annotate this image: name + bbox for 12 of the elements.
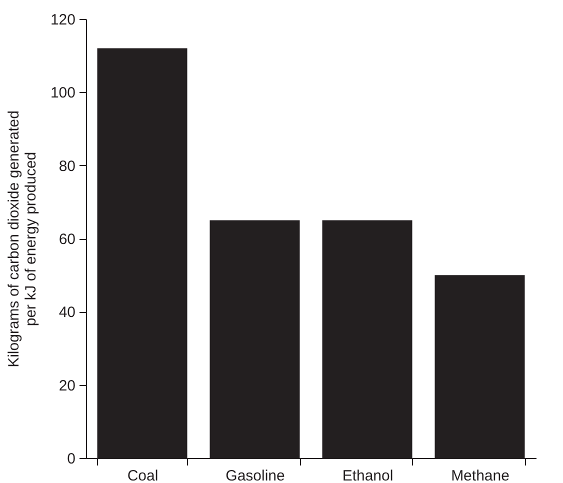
y-tick-label: 20	[58, 377, 76, 394]
x-tick-label: Ethanol	[342, 468, 394, 483]
y-tick-label: 40	[58, 304, 76, 322]
y-tick-label: 0	[67, 450, 76, 468]
y-tick-label: 100	[50, 84, 76, 102]
y-tick-label: 80	[58, 158, 76, 175]
x-tick-label: Coal	[127, 468, 158, 483]
y-axis-title: Kilograms of carbon dioxide generated per kJ of energy produced	[5, 110, 40, 368]
x-tick-label: Methane	[451, 468, 510, 483]
y-tick-label: 120	[50, 12, 76, 28]
y-tick-label: 60	[58, 231, 76, 248]
x-tick-label: Gasoline	[226, 468, 285, 483]
